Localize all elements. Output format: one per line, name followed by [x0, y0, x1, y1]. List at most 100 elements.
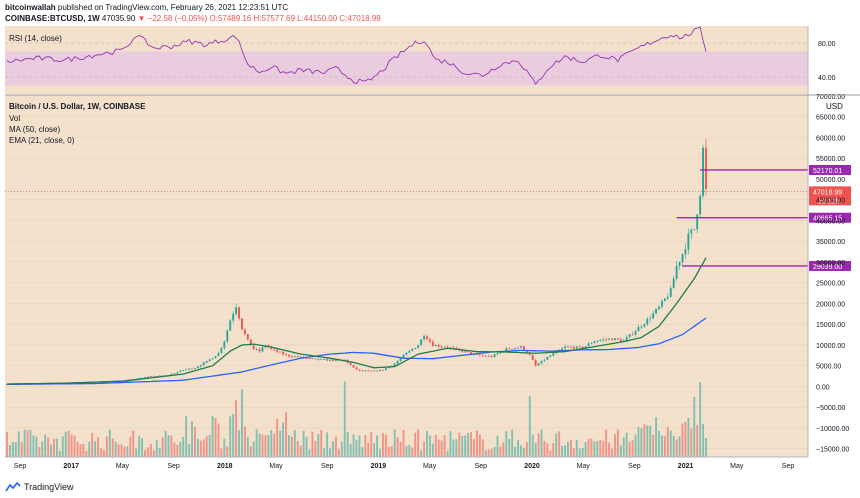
price-tick-label: 45000.00 — [816, 198, 845, 205]
volume-bar — [214, 417, 217, 457]
price-levels[interactable]: 52170.01 40665.15 29039.00 47018.99 2d 12h — [676, 164, 851, 271]
price-tick-label: −10000.00 — [816, 426, 849, 433]
candle — [499, 351, 502, 354]
volume-bar — [678, 436, 681, 457]
volume-bar — [332, 441, 334, 457]
candle — [649, 318, 652, 320]
price-axis[interactable]: 70000.00 65000.00 60000.00 55000.00 50000.00… — [816, 94, 849, 454]
time-axis[interactable]: Sep 2017 May Sep 2018 May Sep 2019 May Sep 2020 May… — [5, 456, 808, 470]
volume-bar — [85, 450, 88, 457]
volume-bar — [373, 443, 376, 457]
ma-line — [7, 317, 707, 386]
volume-bar — [522, 447, 525, 457]
candle — [158, 375, 161, 377]
candle — [628, 334, 631, 338]
volume-bar — [555, 433, 558, 457]
volume-bar — [558, 431, 561, 457]
volume-bar — [182, 436, 185, 457]
volume-bar — [270, 430, 273, 457]
tradingview-logo[interactable]: TradingView — [5, 482, 74, 492]
volume-bar — [387, 446, 390, 457]
volume-bar — [88, 441, 91, 457]
volume-bar — [17, 431, 20, 457]
volume-bar — [53, 438, 55, 457]
volume-bar — [346, 432, 349, 457]
candle — [490, 355, 493, 358]
volume-bar — [420, 450, 423, 457]
candle — [320, 359, 323, 360]
candle — [364, 370, 367, 372]
level-tag[interactable] — [809, 164, 851, 175]
level-tag[interactable] — [809, 212, 851, 223]
volume-bar — [414, 432, 417, 457]
candle — [655, 308, 658, 314]
level-tag[interactable] — [809, 260, 851, 271]
volume-bar — [147, 447, 149, 457]
published-info: published on TradingView.com, February 2… — [57, 3, 289, 12]
volume-bar — [282, 422, 285, 457]
candle — [660, 301, 663, 307]
volume-bar — [384, 434, 387, 457]
candle — [637, 327, 640, 332]
candle — [226, 330, 229, 342]
candle — [191, 368, 193, 370]
volume-bar — [437, 439, 440, 457]
volume-bar — [188, 444, 191, 457]
volume-bar — [646, 425, 649, 457]
candle — [569, 346, 572, 348]
candle — [370, 370, 373, 372]
volume-bar — [549, 450, 552, 457]
candle — [305, 357, 308, 359]
candle — [549, 355, 552, 358]
volume-bar — [596, 441, 599, 457]
volume-bar — [467, 433, 470, 457]
volume-bar — [29, 429, 32, 457]
volume-bar — [308, 449, 311, 457]
volume-bar — [299, 445, 302, 457]
candle — [578, 346, 581, 348]
rsi-axis[interactable]: 80.00 40.00 — [818, 41, 836, 82]
volume-bar — [572, 448, 575, 457]
volume-bar — [417, 429, 420, 457]
candle — [687, 233, 690, 250]
volume-bar — [290, 436, 293, 457]
candle — [625, 337, 628, 341]
last-price-label: 47018.99 — [813, 189, 842, 196]
candle — [593, 341, 596, 344]
ema-label: EMA (21, close, 0) — [9, 136, 75, 145]
volume-bar — [220, 448, 223, 457]
candle — [199, 365, 202, 367]
chart-canvas[interactable]: 52170.01 40665.15 29039.00 47018.99 2d 12h 7… — [0, 0, 860, 478]
candle — [311, 358, 314, 359]
volume-bar — [97, 437, 99, 457]
volume-bar — [399, 441, 402, 457]
volume-bar — [590, 438, 593, 457]
volume-bar — [675, 439, 678, 457]
candle — [220, 347, 223, 354]
volume-bar — [458, 432, 461, 457]
volume-bar — [158, 447, 161, 457]
volume-bar — [652, 434, 655, 457]
candle — [663, 298, 666, 302]
volume-bar — [614, 434, 616, 457]
price-tick-label: 10000.00 — [816, 343, 845, 350]
candle — [693, 229, 696, 230]
volume-bar — [446, 450, 449, 457]
price-tick-label: 15000.00 — [816, 322, 845, 329]
candle — [537, 363, 540, 366]
time-tick-label: Sep — [321, 463, 334, 470]
volume-bar — [55, 438, 58, 457]
volume-bar — [478, 434, 481, 457]
volume-bar — [117, 444, 120, 457]
publisher-name[interactable]: bitcoinwallah — [5, 3, 56, 12]
last-price-tag[interactable] — [809, 186, 851, 206]
volume-bar — [79, 444, 82, 457]
volume-bar — [370, 432, 373, 457]
volume-bar — [226, 446, 229, 457]
candle — [282, 351, 285, 355]
volume-bar — [255, 429, 258, 457]
candle — [349, 362, 352, 365]
volume-bar — [38, 446, 41, 457]
volume-bar — [302, 430, 305, 457]
candle — [290, 356, 293, 358]
